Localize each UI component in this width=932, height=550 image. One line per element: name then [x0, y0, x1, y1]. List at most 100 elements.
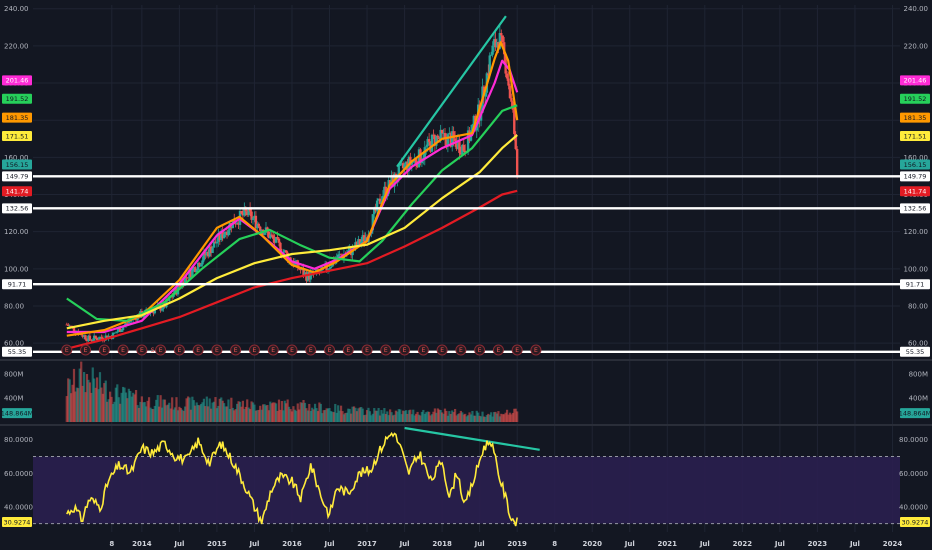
- rsi-overbought-oversold-band: [33, 456, 900, 524]
- candle-body: [220, 230, 223, 240]
- volume-bar: [244, 406, 247, 422]
- candle-body: [513, 109, 516, 135]
- price-tag-left: [2, 517, 32, 528]
- volume-bar: [397, 409, 400, 422]
- price-tag-right: [900, 130, 930, 141]
- volume-bar: [173, 407, 177, 422]
- volume-bar: [432, 411, 435, 422]
- x-axis-tick: Jul: [474, 540, 485, 548]
- volume-bar: [396, 411, 399, 422]
- candle-body: [446, 134, 450, 147]
- candle-body: [401, 163, 405, 169]
- candle-body: [273, 238, 276, 243]
- volume-bar: [270, 403, 273, 422]
- volume-bar: [508, 412, 512, 422]
- volume-bar: [139, 401, 142, 422]
- earnings-marker: [136, 344, 148, 356]
- volume-bar: [474, 415, 477, 422]
- volume-bar: [74, 391, 77, 422]
- volume-bar: [488, 414, 491, 422]
- candle-body: [269, 234, 272, 239]
- y-axis-tick-left: 120.00: [4, 228, 29, 236]
- price-tag-right: [900, 186, 930, 197]
- volume-bar: [75, 387, 78, 422]
- price-tag-right-label: 149.79: [904, 173, 927, 181]
- volume-bar: [312, 409, 315, 422]
- volume-bar: [217, 405, 220, 422]
- candle-body: [308, 272, 311, 280]
- candle-body: [234, 223, 237, 225]
- candle-body: [153, 309, 157, 314]
- candle-body: [240, 210, 243, 214]
- volume-bar: [422, 409, 425, 422]
- volume-bar: [351, 406, 354, 422]
- price-tag-left: [2, 112, 32, 123]
- volume-bar: [505, 409, 509, 422]
- candle-body: [323, 264, 327, 268]
- earnings-marker: [474, 344, 486, 356]
- candle-body: [361, 235, 364, 242]
- candle-body: [87, 335, 90, 342]
- candle-body: [142, 315, 145, 317]
- earnings-marker-label: E: [440, 347, 444, 354]
- earnings-marker-label: E: [65, 347, 69, 354]
- volume-bar: [246, 399, 249, 422]
- pane-separators[interactable]: [0, 359, 932, 426]
- volume-bar: [339, 405, 343, 422]
- volume-bar: [453, 408, 457, 422]
- candle-body: [191, 268, 194, 277]
- volume-bar: [477, 412, 480, 422]
- volume-bar: [201, 402, 204, 422]
- volume-bar: [199, 403, 203, 422]
- volume-bar: [370, 415, 373, 422]
- candle-body: [306, 272, 310, 281]
- volume-bar: [423, 413, 426, 422]
- candle-body: [448, 133, 451, 135]
- volume-bar: [88, 382, 91, 422]
- volume-bar: [243, 409, 246, 422]
- volume-bar: [285, 403, 288, 422]
- price-tag-left-label: 191.52: [6, 95, 29, 103]
- earnings-marker-label: E: [384, 347, 388, 354]
- volume-bar: [84, 392, 87, 422]
- earnings-marker-label: E: [271, 347, 275, 354]
- earnings-markers[interactable]: E E E E E E E E E E E E E E E E E E E E E E E E E ES: [61, 344, 542, 356]
- volume-bar: [129, 390, 132, 422]
- volume-bar: [77, 388, 80, 422]
- y-axis-tick-left: 240.00: [4, 5, 29, 13]
- candle-body: [297, 268, 301, 270]
- price-tag-left: [2, 93, 32, 104]
- candle-body: [495, 42, 499, 48]
- volume-bar: [65, 396, 68, 422]
- volume-bar: [481, 411, 484, 422]
- volume-bar: [393, 414, 396, 422]
- candle-body: [384, 186, 388, 197]
- volume-bar: [326, 408, 330, 422]
- moving-average-line: [66, 41, 519, 337]
- trendlines[interactable]: [396, 15, 540, 451]
- volume-bar: [132, 392, 135, 422]
- x-axis-tick: 2022: [733, 540, 753, 548]
- candle-body: [204, 251, 207, 256]
- candle-body: [243, 207, 246, 216]
- volume-bar: [435, 412, 438, 422]
- volume-bar: [341, 411, 344, 422]
- volume-bar: [140, 396, 143, 422]
- candle-body: [299, 269, 302, 271]
- volume-bar: [494, 411, 497, 422]
- volume-bar: [302, 400, 305, 422]
- volume-bar: [455, 415, 458, 422]
- volume-bar: [181, 409, 184, 422]
- candle-body: [328, 268, 331, 270]
- volume-bar: [152, 409, 155, 422]
- earnings-marker-label: E: [459, 347, 463, 354]
- price-tag-right: [900, 93, 930, 104]
- volume-bar: [70, 393, 73, 422]
- volume-bar: [358, 407, 361, 422]
- earnings-marker-label: E: [253, 347, 257, 354]
- volume-bar: [146, 400, 149, 422]
- y-axis-tick-left: 60.0000: [4, 470, 33, 478]
- candle-body: [329, 266, 333, 269]
- earnings-marker: [399, 344, 411, 356]
